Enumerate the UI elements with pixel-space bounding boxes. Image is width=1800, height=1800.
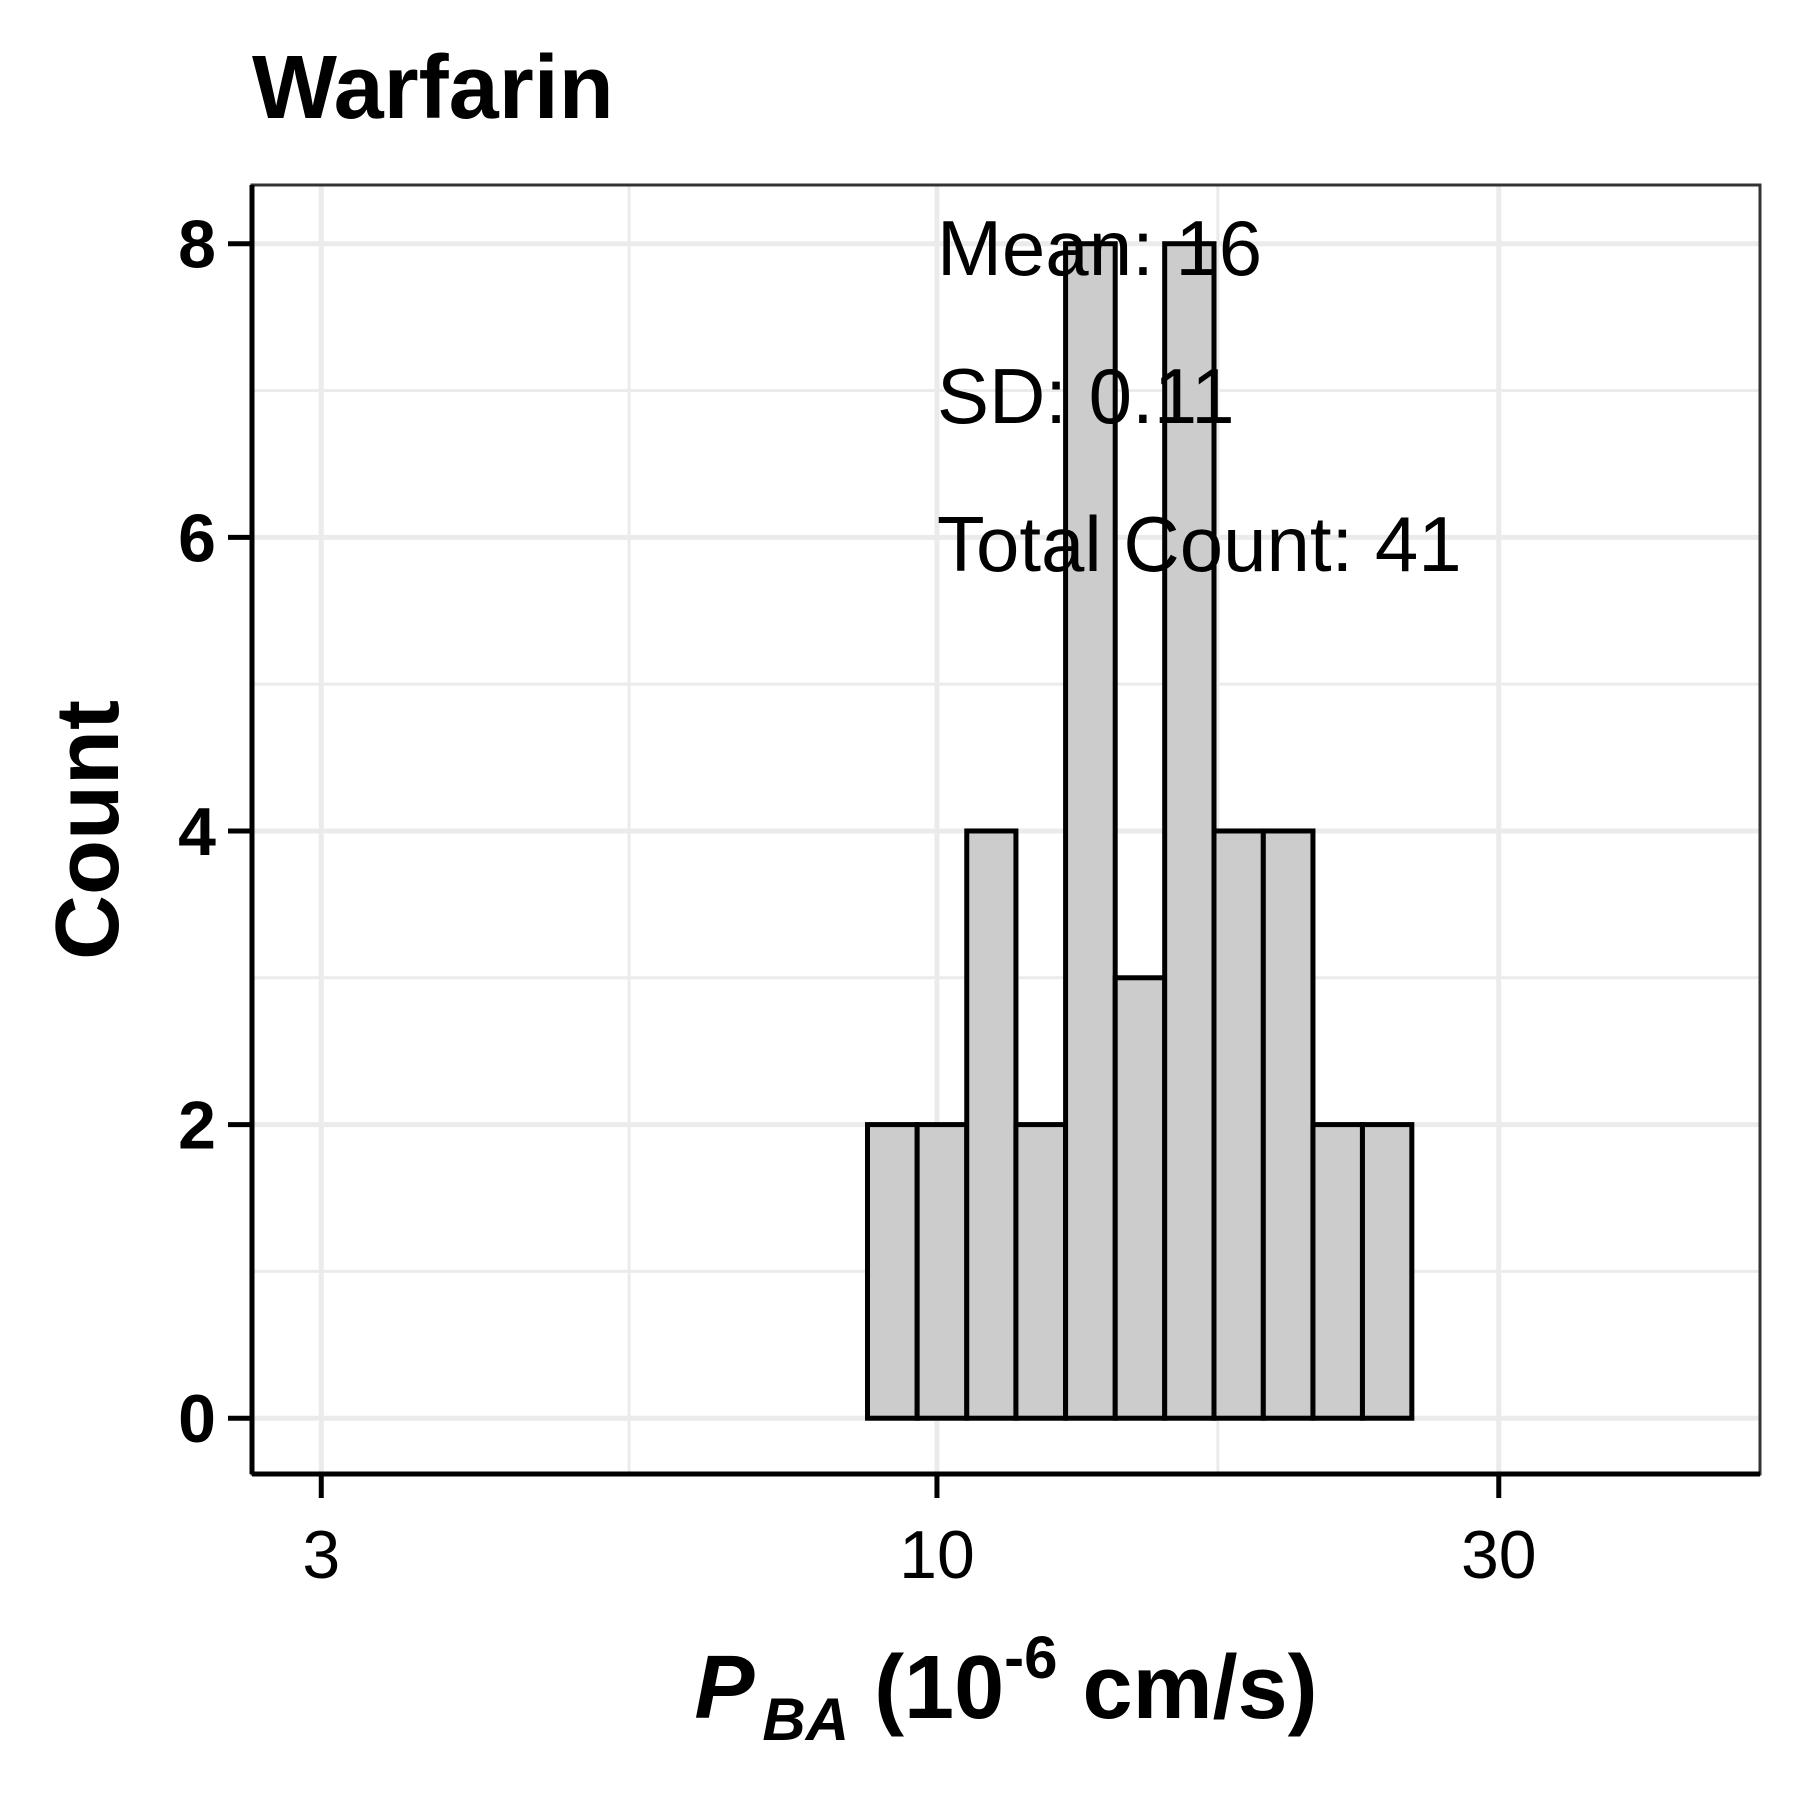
x-axis-title-subscript: BA — [762, 1686, 849, 1753]
summary-annotation: SD: 0.11 — [937, 352, 1235, 440]
histogram-bar — [1310, 1122, 1365, 1421]
summary-annotation: Total Count: 41 — [937, 500, 1462, 588]
summary-annotations: Mean: 16 SD: 0.11 Total Count: 41 — [937, 204, 1462, 588]
x-axis-title-superscript: -6 — [1004, 1624, 1057, 1691]
histogram-bar — [914, 1122, 970, 1421]
histogram-bar — [1359, 1122, 1415, 1421]
histogram-bar — [1013, 1122, 1069, 1421]
x-tick-label: 3 — [302, 1517, 340, 1593]
histogram-bars — [864, 241, 1415, 1421]
x-axis-title-unit-open: (10 — [849, 1638, 1004, 1738]
y-tick-label: 8 — [178, 207, 216, 283]
y-tick-label: 2 — [178, 1088, 216, 1164]
histogram-bar — [864, 1122, 920, 1421]
histogram-bar — [1211, 828, 1266, 1421]
x-axis-title: P BA (10-6 cm/s) — [694, 1624, 1317, 1753]
y-tick-label: 6 — [178, 500, 216, 576]
histogram-bar — [1260, 828, 1316, 1421]
x-tick-label: 30 — [1461, 1517, 1537, 1593]
summary-annotation: Mean: 16 — [937, 204, 1262, 292]
x-tick-label: 10 — [899, 1517, 975, 1593]
y-tick-label: 4 — [178, 794, 216, 870]
y-tick-label: 0 — [178, 1381, 216, 1457]
y-axis-title: Count — [38, 700, 138, 960]
histogram-bar — [964, 828, 1019, 1421]
x-axis-title-symbol: P — [694, 1638, 755, 1738]
x-axis-title-unit-close: cm/s) — [1058, 1638, 1318, 1738]
histogram-bar — [1112, 975, 1168, 1421]
histogram-bar — [1063, 241, 1118, 1421]
chart-title: Warfarin — [252, 38, 614, 138]
x-axis: 3 10 30 — [302, 1474, 1537, 1593]
y-axis: 0 2 4 6 8 — [178, 207, 252, 1457]
